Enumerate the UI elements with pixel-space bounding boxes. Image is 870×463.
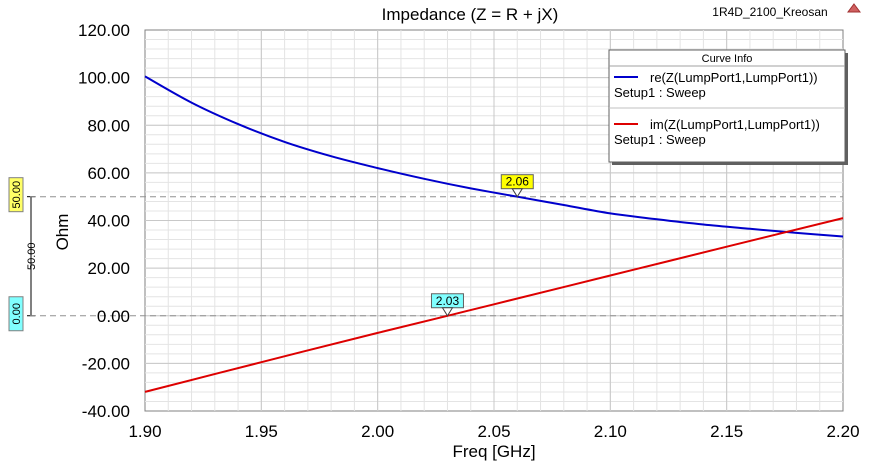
reference-value-tag[interactable] [8,177,24,213]
y-axis-title: Ohm [53,214,72,251]
marker-label: 2.06 [506,175,530,189]
x-tick-label: 2.05 [477,422,510,441]
series-line-re[interactable] [144,75,844,238]
side-scale-label: 50.00 [26,242,38,270]
y-tick-label: 0.00 [97,307,130,326]
x-tick-label: 2.10 [594,422,627,441]
reference-value-label: 50.00 [11,181,23,209]
y-tick-label: 80.00 [87,116,130,135]
y-tick-label: 60.00 [87,164,130,183]
legend-entry-im: im(Z(LumpPort1,LumpPort1)) [650,117,820,132]
side-reference-area: 50.00 0.00 50.00 [8,177,38,332]
legend-title: Curve Info [702,53,753,65]
x-tick-label: 2.20 [826,422,859,441]
corner-arrow-icon[interactable] [847,3,861,13]
x-tick-label: 1.95 [245,422,278,441]
y-tick-label: 20.00 [87,259,130,278]
chart-title: Impedance (Z = R + jX) [382,5,559,24]
reference-lines [30,196,843,317]
marker-layer: 2.06 2.03 [430,174,534,317]
y-tick-label: 120.00 [78,21,130,40]
legend-box [608,49,846,163]
legend-entry-re-sub: Setup1 : Sweep [614,85,706,100]
reference-value-label: 0.00 [11,303,23,324]
marker-2.06[interactable]: 2.06 [500,174,534,198]
curve-info-legend[interactable]: Curve Info re(Z(LumpPort1,LumpPort1)) Se… [608,49,848,165]
x-tick-label: 2.15 [710,422,743,441]
series-line-im[interactable] [144,217,844,393]
project-label: 1R4D_2100_Kreosan [712,5,827,19]
x-tick-label: 1.90 [128,422,161,441]
marker-pointer [441,307,454,317]
x-axis-title: Freq [GHz] [452,442,535,461]
marker-pointer [511,188,524,198]
reference-value-tag[interactable] [8,296,24,332]
series-layer [144,75,844,393]
legend-entry-re: re(Z(LumpPort1,LumpPort1)) [650,70,818,85]
y-tick-label: -40.00 [82,402,130,421]
legend-entry-im-sub: Setup1 : Sweep [614,132,706,147]
y-tick-label: 40.00 [87,212,130,231]
marker-label: 2.03 [436,294,460,308]
y-tick-label: -20.00 [82,354,130,373]
marker-2.03[interactable]: 2.03 [430,293,464,317]
y-tick-label: 100.00 [78,69,130,88]
x-tick-label: 2.00 [361,422,394,441]
